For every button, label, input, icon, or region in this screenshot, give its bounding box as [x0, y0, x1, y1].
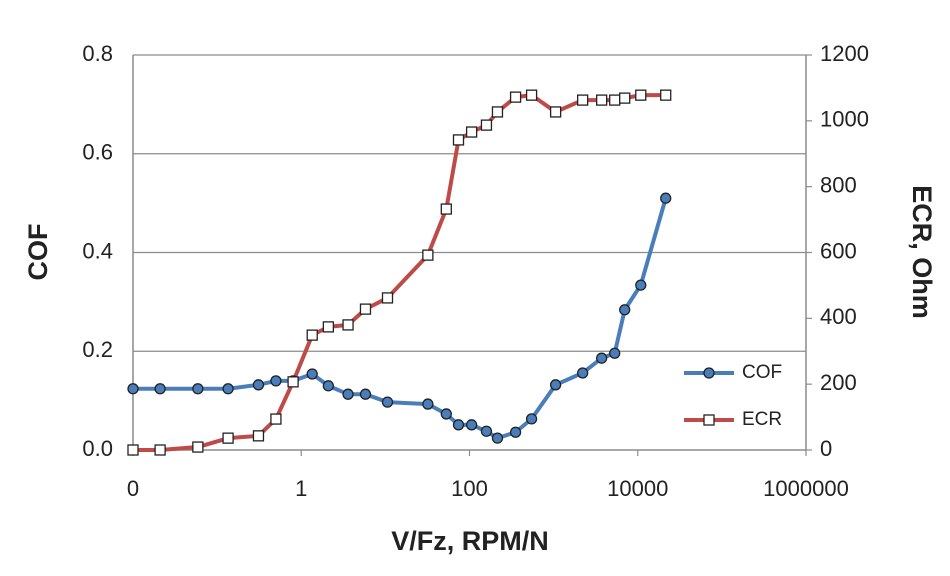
data-point	[322, 380, 335, 392]
legend-marker	[703, 414, 715, 426]
data-point	[635, 279, 647, 291]
data-point	[480, 119, 493, 131]
data-point	[306, 329, 318, 341]
y-tick-label: 0.0	[82, 436, 113, 461]
data-point	[270, 375, 282, 387]
y-tick-label: 0.2	[82, 337, 113, 362]
series-line	[133, 197, 668, 441]
data-point	[154, 444, 166, 456]
x-tick-label: 0	[127, 476, 139, 501]
legend-marker	[703, 367, 715, 379]
y2-axis-label: ECR, Ohm	[907, 185, 937, 319]
data-point	[359, 303, 372, 315]
x-axis-label: V/Fz, RPM/N	[391, 526, 549, 556]
data-point	[359, 388, 372, 400]
data-point	[287, 376, 299, 388]
data-point	[465, 126, 478, 138]
x-tick-label: 100	[451, 476, 488, 501]
y2-tick-label: 1000	[820, 107, 869, 132]
data-point	[252, 430, 265, 442]
y-tick-label: 0.8	[82, 41, 113, 66]
legend-label: COF	[742, 362, 782, 383]
data-point	[381, 396, 394, 408]
data-point	[491, 432, 504, 444]
data-point	[342, 388, 354, 400]
y2-tick-label: 0	[820, 436, 832, 461]
data-point	[252, 379, 265, 391]
data-point	[525, 413, 538, 425]
y2-tick-label: 800	[820, 172, 857, 197]
data-point	[127, 444, 139, 456]
x-tick-label: 1000000	[763, 476, 849, 501]
data-point	[577, 367, 589, 379]
data-point	[660, 192, 672, 204]
data-point	[322, 321, 335, 333]
y-tick-label: 0.6	[82, 140, 113, 165]
data-point	[440, 203, 452, 215]
legend-label: ECR	[742, 409, 782, 430]
data-point	[306, 368, 318, 380]
data-point	[127, 383, 139, 395]
data-point	[609, 94, 621, 106]
data-point	[596, 94, 608, 106]
data-point	[549, 106, 562, 118]
data-point	[270, 413, 282, 425]
data-point	[549, 379, 562, 391]
y2-tick-label: 600	[820, 238, 857, 263]
y-axis-label: COF	[23, 224, 53, 281]
data-point	[525, 89, 538, 101]
data-point	[609, 347, 621, 359]
data-point	[509, 426, 522, 438]
y2-tick-label: 200	[820, 370, 857, 395]
x-tick-label: 10000	[607, 476, 668, 501]
y2-tick-label: 400	[820, 304, 857, 329]
data-point	[491, 106, 504, 118]
data-point	[440, 408, 452, 420]
data-point	[635, 89, 647, 101]
data-point	[342, 319, 354, 331]
y2-tick-label: 1200	[820, 41, 869, 66]
data-point	[422, 398, 434, 410]
data-point	[381, 292, 394, 304]
data-point	[480, 425, 493, 437]
y-tick-label: 0.4	[82, 238, 113, 263]
data-point	[619, 92, 631, 104]
data-point	[596, 352, 608, 364]
data-point	[192, 441, 204, 453]
x-tick-label: 1	[295, 476, 307, 501]
data-point	[465, 419, 478, 431]
series-line	[133, 93, 666, 452]
data-point	[577, 94, 589, 106]
data-point	[509, 91, 522, 103]
data-point	[422, 249, 434, 261]
data-point	[660, 89, 672, 101]
data-point	[222, 432, 234, 444]
data-point	[452, 134, 465, 146]
data-point	[192, 383, 204, 395]
data-point	[452, 419, 465, 431]
data-point	[222, 383, 234, 395]
data-point	[154, 383, 166, 395]
data-point	[619, 304, 631, 316]
